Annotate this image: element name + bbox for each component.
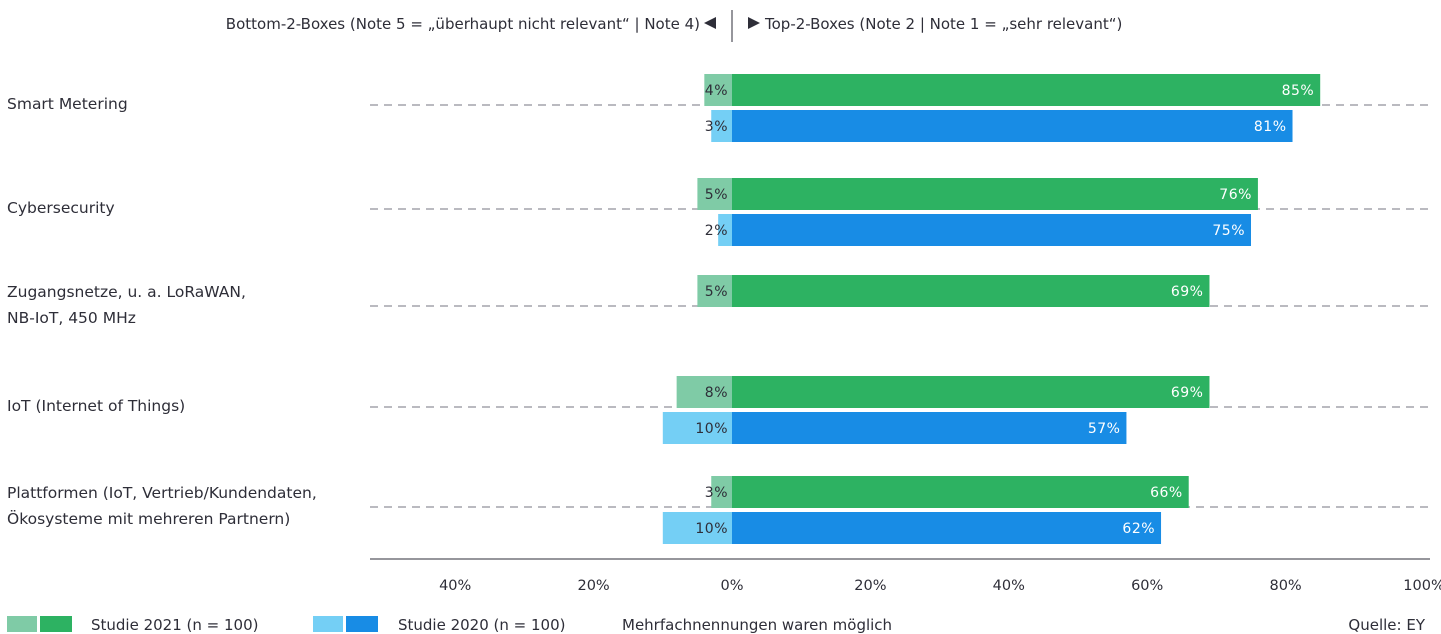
data-label: 4% <box>705 83 728 99</box>
bar-bottom-2-box <box>676 376 732 408</box>
bar-top-2-box <box>732 214 1251 246</box>
bar-top-2-box <box>732 110 1293 142</box>
data-label: 57% <box>1088 421 1121 437</box>
data-label: 3% <box>705 485 728 501</box>
bar-bottom-2-box <box>697 178 732 210</box>
bar-top-2-box <box>732 512 1162 544</box>
data-label: 75% <box>1212 223 1245 239</box>
header-left-text: Bottom-2-Boxes (Note 5 = „überhaupt nich… <box>226 15 700 33</box>
bar-bottom-2-box <box>718 214 732 246</box>
x-tick-label: 100% <box>1403 578 1441 594</box>
bar-bottom-2-box <box>662 412 732 444</box>
legend-swatch-bottom <box>313 616 343 632</box>
right-triangle-icon <box>748 17 760 29</box>
category-label: Cybersecurity <box>7 199 115 217</box>
bar-top-2-box <box>732 376 1210 408</box>
data-label: 69% <box>1171 385 1204 401</box>
legend-swatch-top <box>346 616 378 632</box>
category-label: IoT (Internet of Things) <box>7 397 185 415</box>
data-label: 8% <box>705 385 728 401</box>
x-tick-label: 40% <box>439 578 471 594</box>
category-label: Smart Metering <box>7 95 128 113</box>
x-axis: 40% 20% 0% 20% 40% 60% 80% 100% <box>370 558 1441 594</box>
data-label: 5% <box>705 187 728 203</box>
data-label: 5% <box>705 284 728 300</box>
category-label: Plattformen (IoT, Vertrieb/Kundendaten, <box>7 484 317 502</box>
chart-header: Bottom-2-Boxes (Note 5 = „überhaupt nich… <box>226 10 1122 42</box>
bar-top-2-box <box>732 476 1189 508</box>
data-label: 69% <box>1171 284 1204 300</box>
data-label: 76% <box>1219 187 1252 203</box>
category-label: Ökosysteme mit mehreren Partnern) <box>7 509 290 528</box>
category-label: NB-IoT, 450 MHz <box>7 309 136 327</box>
category-labels: Smart Metering Cybersecurity Zugangsnetze,… <box>7 95 317 528</box>
bar-bottom-2-box <box>711 476 732 508</box>
legend-swatch-bottom <box>7 616 37 632</box>
bars: 85% 4% 76% 5% 69% 5% 69% 8% 66% 3% 81% 3% 75% 2% 57% 10… <box>662 74 1321 544</box>
bar-bottom-2-box <box>662 512 732 544</box>
legend-swatch-top <box>40 616 72 632</box>
bar-top-2-box <box>732 178 1258 210</box>
data-label: 81% <box>1254 119 1287 135</box>
bar-bottom-2-box <box>711 110 732 142</box>
legend: Studie 2021 (n = 100) Studie 2020 (n = 10… <box>7 616 1426 634</box>
legend-label: Studie 2020 (n = 100) <box>398 616 565 634</box>
data-label: 3% <box>705 119 728 135</box>
x-tick-label: 40% <box>993 578 1025 594</box>
data-label: 10% <box>695 521 728 537</box>
bar-bottom-2-box <box>697 275 732 307</box>
x-tick-label: 20% <box>577 578 609 594</box>
x-tick-label: 0% <box>720 578 743 594</box>
x-tick-label: 80% <box>1269 578 1301 594</box>
legend-label: Studie 2021 (n = 100) <box>91 616 258 634</box>
header-right-text: Top-2-Boxes (Note 2 | Note 1 = „sehr rel… <box>764 15 1122 33</box>
data-label: 2% <box>705 223 728 239</box>
bar-bottom-2-box <box>704 74 732 106</box>
bar-top-2-box <box>732 412 1127 444</box>
source-text: Quelle: EY <box>1348 616 1425 634</box>
bar-top-2-box <box>732 275 1210 307</box>
bar-top-2-box <box>732 74 1321 106</box>
note-text: Mehrfachnennungen waren möglich <box>622 616 892 634</box>
data-label: 66% <box>1150 485 1183 501</box>
x-tick-label: 20% <box>854 578 886 594</box>
data-label: 10% <box>695 421 728 437</box>
left-triangle-icon <box>704 17 716 29</box>
data-label: 62% <box>1122 521 1155 537</box>
category-label: Zugangsnetze, u. a. LoRaWAN, <box>7 283 246 301</box>
data-label: 85% <box>1282 83 1315 99</box>
x-tick-label: 60% <box>1131 578 1163 594</box>
